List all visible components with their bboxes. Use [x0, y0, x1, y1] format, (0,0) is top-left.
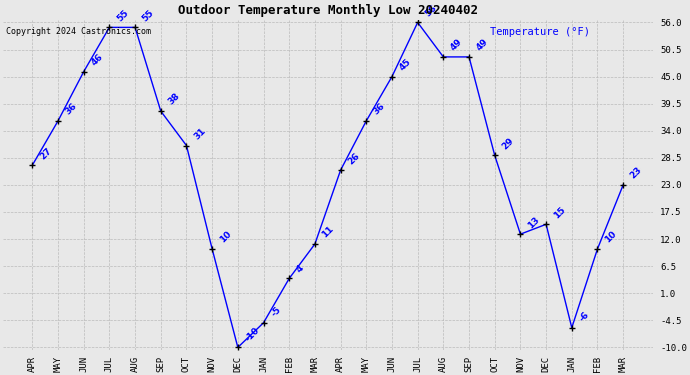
Text: 36: 36 [372, 102, 387, 117]
Text: 36: 36 [63, 102, 79, 117]
Text: 4: 4 [295, 263, 306, 274]
Text: 55: 55 [141, 8, 156, 23]
Text: 13: 13 [526, 215, 541, 230]
Text: 55: 55 [115, 8, 130, 23]
Title: Outdoor Temperature Monthly Low 20240402: Outdoor Temperature Monthly Low 20240402 [178, 4, 477, 17]
Text: 49: 49 [475, 38, 490, 53]
Text: 26: 26 [346, 151, 362, 166]
Text: -6: -6 [578, 310, 591, 324]
Text: -5: -5 [269, 305, 282, 319]
Text: Temperature (°F): Temperature (°F) [490, 27, 590, 37]
Text: 49: 49 [449, 38, 464, 53]
Text: Copyright 2024 Castronics.com: Copyright 2024 Castronics.com [6, 27, 151, 36]
Text: 56: 56 [423, 3, 438, 18]
Text: -10: -10 [244, 326, 261, 343]
Text: 10: 10 [603, 230, 618, 245]
Text: 45: 45 [397, 57, 413, 72]
Text: 27: 27 [38, 146, 53, 161]
Text: 23: 23 [629, 165, 644, 181]
Text: 11: 11 [320, 225, 335, 240]
Text: 46: 46 [89, 52, 105, 68]
Text: 10: 10 [218, 230, 233, 245]
Text: 31: 31 [192, 126, 207, 141]
Text: 29: 29 [500, 136, 515, 151]
Text: 38: 38 [166, 92, 181, 107]
Text: 15: 15 [551, 205, 567, 220]
